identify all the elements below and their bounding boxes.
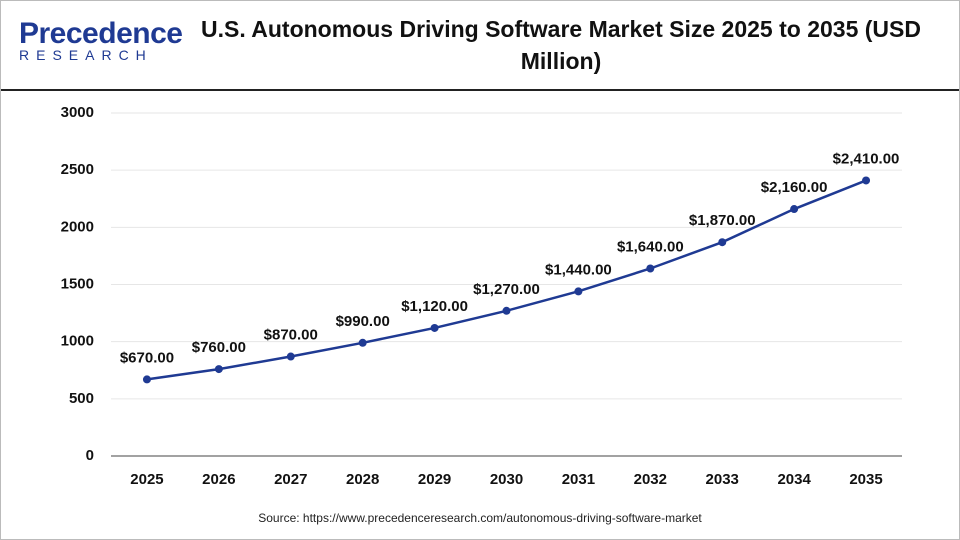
data-label: $990.00 [336, 313, 390, 330]
x-tick-label: 2028 [346, 471, 379, 488]
point [502, 306, 511, 315]
y-tick-label: 1000 [61, 333, 94, 350]
divider [1, 89, 959, 91]
point [718, 238, 727, 247]
data-label: $1,270.00 [473, 281, 540, 298]
y-tick-label: 3000 [61, 104, 94, 121]
y-tick-label: 2000 [61, 218, 94, 235]
x-tick-label: 2032 [634, 471, 667, 488]
x-tick-label: 2030 [490, 471, 523, 488]
y-tick-label: 2500 [61, 161, 94, 178]
data-label: $2,410.00 [833, 150, 900, 167]
x-tick-label: 2025 [130, 471, 163, 488]
x-tick-label: 2029 [418, 471, 451, 488]
point [286, 352, 295, 361]
point [574, 287, 583, 296]
data-label: $1,640.00 [617, 238, 684, 255]
y-tick-label: 1500 [61, 275, 94, 292]
logo-name: Precedence [19, 17, 183, 50]
data-label: $1,120.00 [401, 298, 468, 315]
source: Source: https://www.precedenceresearch.c… [258, 511, 702, 525]
x-tick-label: 2033 [706, 471, 739, 488]
data-label: $670.00 [120, 349, 174, 366]
point [862, 176, 871, 185]
logo-tagline: RESEARCH [19, 47, 153, 63]
point [646, 264, 655, 273]
data-label: $760.00 [192, 339, 246, 356]
point [430, 323, 439, 332]
data-label: $2,160.00 [761, 179, 828, 196]
x-tick-label: 2035 [849, 471, 882, 488]
data-label: $1,440.00 [545, 261, 612, 278]
point [790, 205, 799, 214]
data-label: $870.00 [264, 326, 318, 343]
point [142, 375, 151, 384]
data-label: $1,870.00 [689, 212, 756, 229]
y-tick-label: 500 [69, 390, 94, 407]
logo: Precedence RESEARCH [19, 17, 183, 63]
x-tick-label: 2026 [202, 471, 235, 488]
x-tick-label: 2034 [777, 471, 811, 488]
chart-title: U.S. Autonomous Driving Software Market … [201, 16, 921, 74]
y-tick-label: 0 [86, 447, 94, 464]
x-tick-label: 2031 [562, 471, 595, 488]
x-tick-label: 2027 [274, 471, 307, 488]
point [214, 365, 223, 374]
point [358, 338, 367, 347]
